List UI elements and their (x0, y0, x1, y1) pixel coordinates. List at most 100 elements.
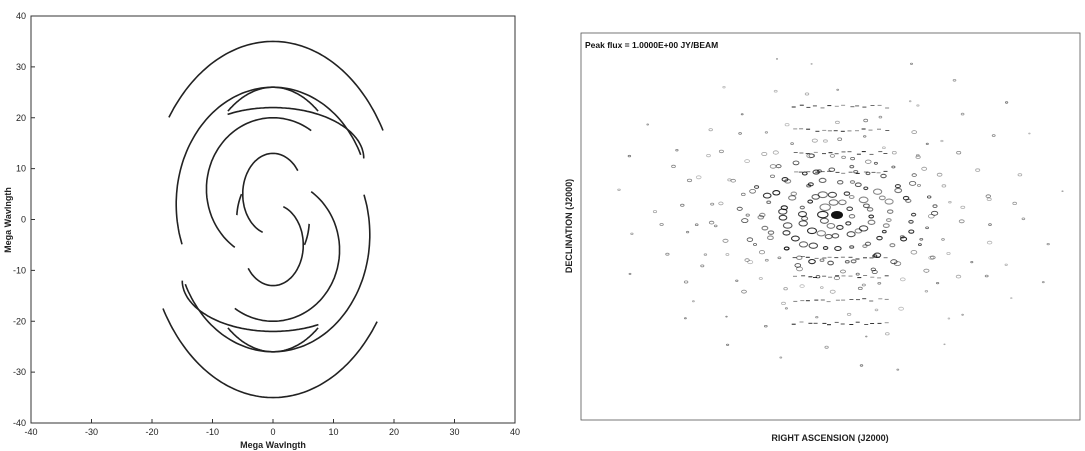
beam-contour-blob (836, 224, 844, 230)
beam-contour-blob (928, 255, 935, 260)
beam-contour-blob (925, 226, 929, 230)
beam-contour-blob (855, 272, 860, 276)
beam-contour-blob (740, 192, 746, 196)
beam-contour-blob (854, 228, 863, 234)
beam-contour-blob (858, 196, 869, 204)
beam-contour-blob (900, 236, 908, 242)
beam-contour-blob (694, 223, 699, 227)
beam-contour-blob (725, 253, 730, 256)
beam-contour-blob (841, 155, 846, 159)
beam-contour-blob (864, 241, 872, 246)
y-tick-label: -10 (13, 265, 26, 275)
beam-contour-blob (783, 287, 788, 291)
uv-track (242, 152, 299, 234)
beam-contour-blob (770, 174, 776, 178)
beam-contour-blob (947, 317, 951, 320)
beam-contour-blob (891, 165, 896, 169)
beam-contour-blob (627, 154, 632, 158)
beam-contour-blob (991, 134, 996, 137)
beam-contour-blob (1061, 190, 1064, 193)
beam-contour-blob (943, 343, 946, 346)
beam-contour-blob (806, 227, 818, 235)
beam-contour-blob (713, 224, 718, 228)
beam-contour-blob (801, 216, 809, 221)
uv-track (234, 191, 341, 322)
uv-plot-ylabel: Mega Wavlngth (3, 187, 13, 253)
beam-contour-blob (890, 259, 898, 265)
beam-contour-blob (773, 89, 778, 93)
beam-contour-blob (827, 191, 838, 198)
beam-contour-blob (849, 164, 855, 169)
beam-contour-blob (984, 274, 989, 278)
uv-plot-xlabel: Mega Wavlngth (240, 440, 306, 450)
beam-contour-blob (735, 279, 739, 282)
beam-contour-blob (799, 205, 805, 210)
beam-contour-blob (783, 246, 790, 251)
beam-contour-blob (758, 277, 763, 280)
beam-contour-blob (746, 237, 754, 242)
beam-contour-blob (818, 177, 827, 184)
beam-contour-blob (872, 254, 878, 258)
y-tick-label: 40 (16, 11, 26, 21)
beam-contour-blob (865, 171, 871, 176)
beam-contour-blob (915, 155, 921, 159)
beam-contour-blob (754, 185, 760, 189)
beam-contour-blob (838, 199, 847, 206)
peak-flux-annotation: Peak flux = 1.0000E+00 JY/BEAM (585, 40, 718, 50)
uv-track (227, 86, 319, 112)
beam-contour-blob (810, 63, 813, 65)
x-tick-label: 30 (449, 427, 459, 437)
beam-contour-blob (829, 154, 836, 158)
beam-contour-blob (759, 212, 766, 218)
uv-track (247, 205, 304, 287)
beam-contour-blob (1010, 297, 1013, 300)
beam-contour-blob (784, 307, 788, 310)
beam-contour-blob (946, 251, 951, 255)
beam-plot-xlabel: RIGHT ASCENSION (J2000) (771, 433, 888, 443)
beam-plot-frame (580, 32, 1081, 421)
beam-contour-blob (708, 128, 713, 132)
y-tick-label: 30 (16, 62, 26, 72)
beam-contour-blob (899, 277, 906, 282)
beam-contour-blob (769, 164, 777, 169)
beam-contour-blob (745, 213, 750, 217)
y-tick-label: 10 (16, 164, 26, 174)
beam-contour-blob (815, 316, 819, 319)
beam-contour-blob (762, 192, 772, 199)
beam-contour-blob (850, 157, 855, 161)
beam-contour-blob (1028, 132, 1031, 135)
beam-contour-blob (766, 235, 774, 241)
beam-contour-blob (862, 244, 868, 248)
uv-track (303, 223, 310, 246)
beam-contour-blob (843, 191, 851, 196)
y-tick-label: -30 (13, 367, 26, 377)
beam-contour-blob (692, 300, 695, 303)
beam-contour-blob (725, 315, 728, 318)
beam-contour-blob (819, 217, 829, 224)
beam-contour-blob (725, 343, 730, 346)
beam-contour-blob (862, 203, 870, 209)
beam-contour-blob (985, 194, 991, 199)
beam-contour-blob (827, 260, 834, 266)
beam-contour-blob (840, 269, 846, 274)
beam-contour-blob (908, 100, 912, 103)
beam-contour-blob (710, 202, 715, 206)
x-tick-label: -10 (206, 427, 219, 437)
beam-contour-blob (919, 238, 924, 241)
beam-contour-blob (782, 222, 793, 229)
beam-contour-blob (882, 146, 886, 150)
beam-contour-blob (1041, 281, 1045, 284)
beam-contour-blob (808, 153, 815, 158)
beam-contour-blob (960, 205, 966, 209)
beam-contour-blob (722, 85, 726, 89)
beam-contour-blob (680, 203, 685, 207)
beam-contour-blob (708, 220, 715, 225)
beam-contour-blob (940, 139, 944, 143)
beam-contour-blob (941, 184, 947, 188)
beam-contour-blob (790, 191, 798, 197)
uv-plot-frame (30, 15, 516, 424)
beam-contour-blob (910, 212, 917, 217)
beam-contour-blob (915, 154, 920, 157)
beam-contour-blob (923, 268, 930, 273)
beam-contour-blob (763, 325, 768, 328)
